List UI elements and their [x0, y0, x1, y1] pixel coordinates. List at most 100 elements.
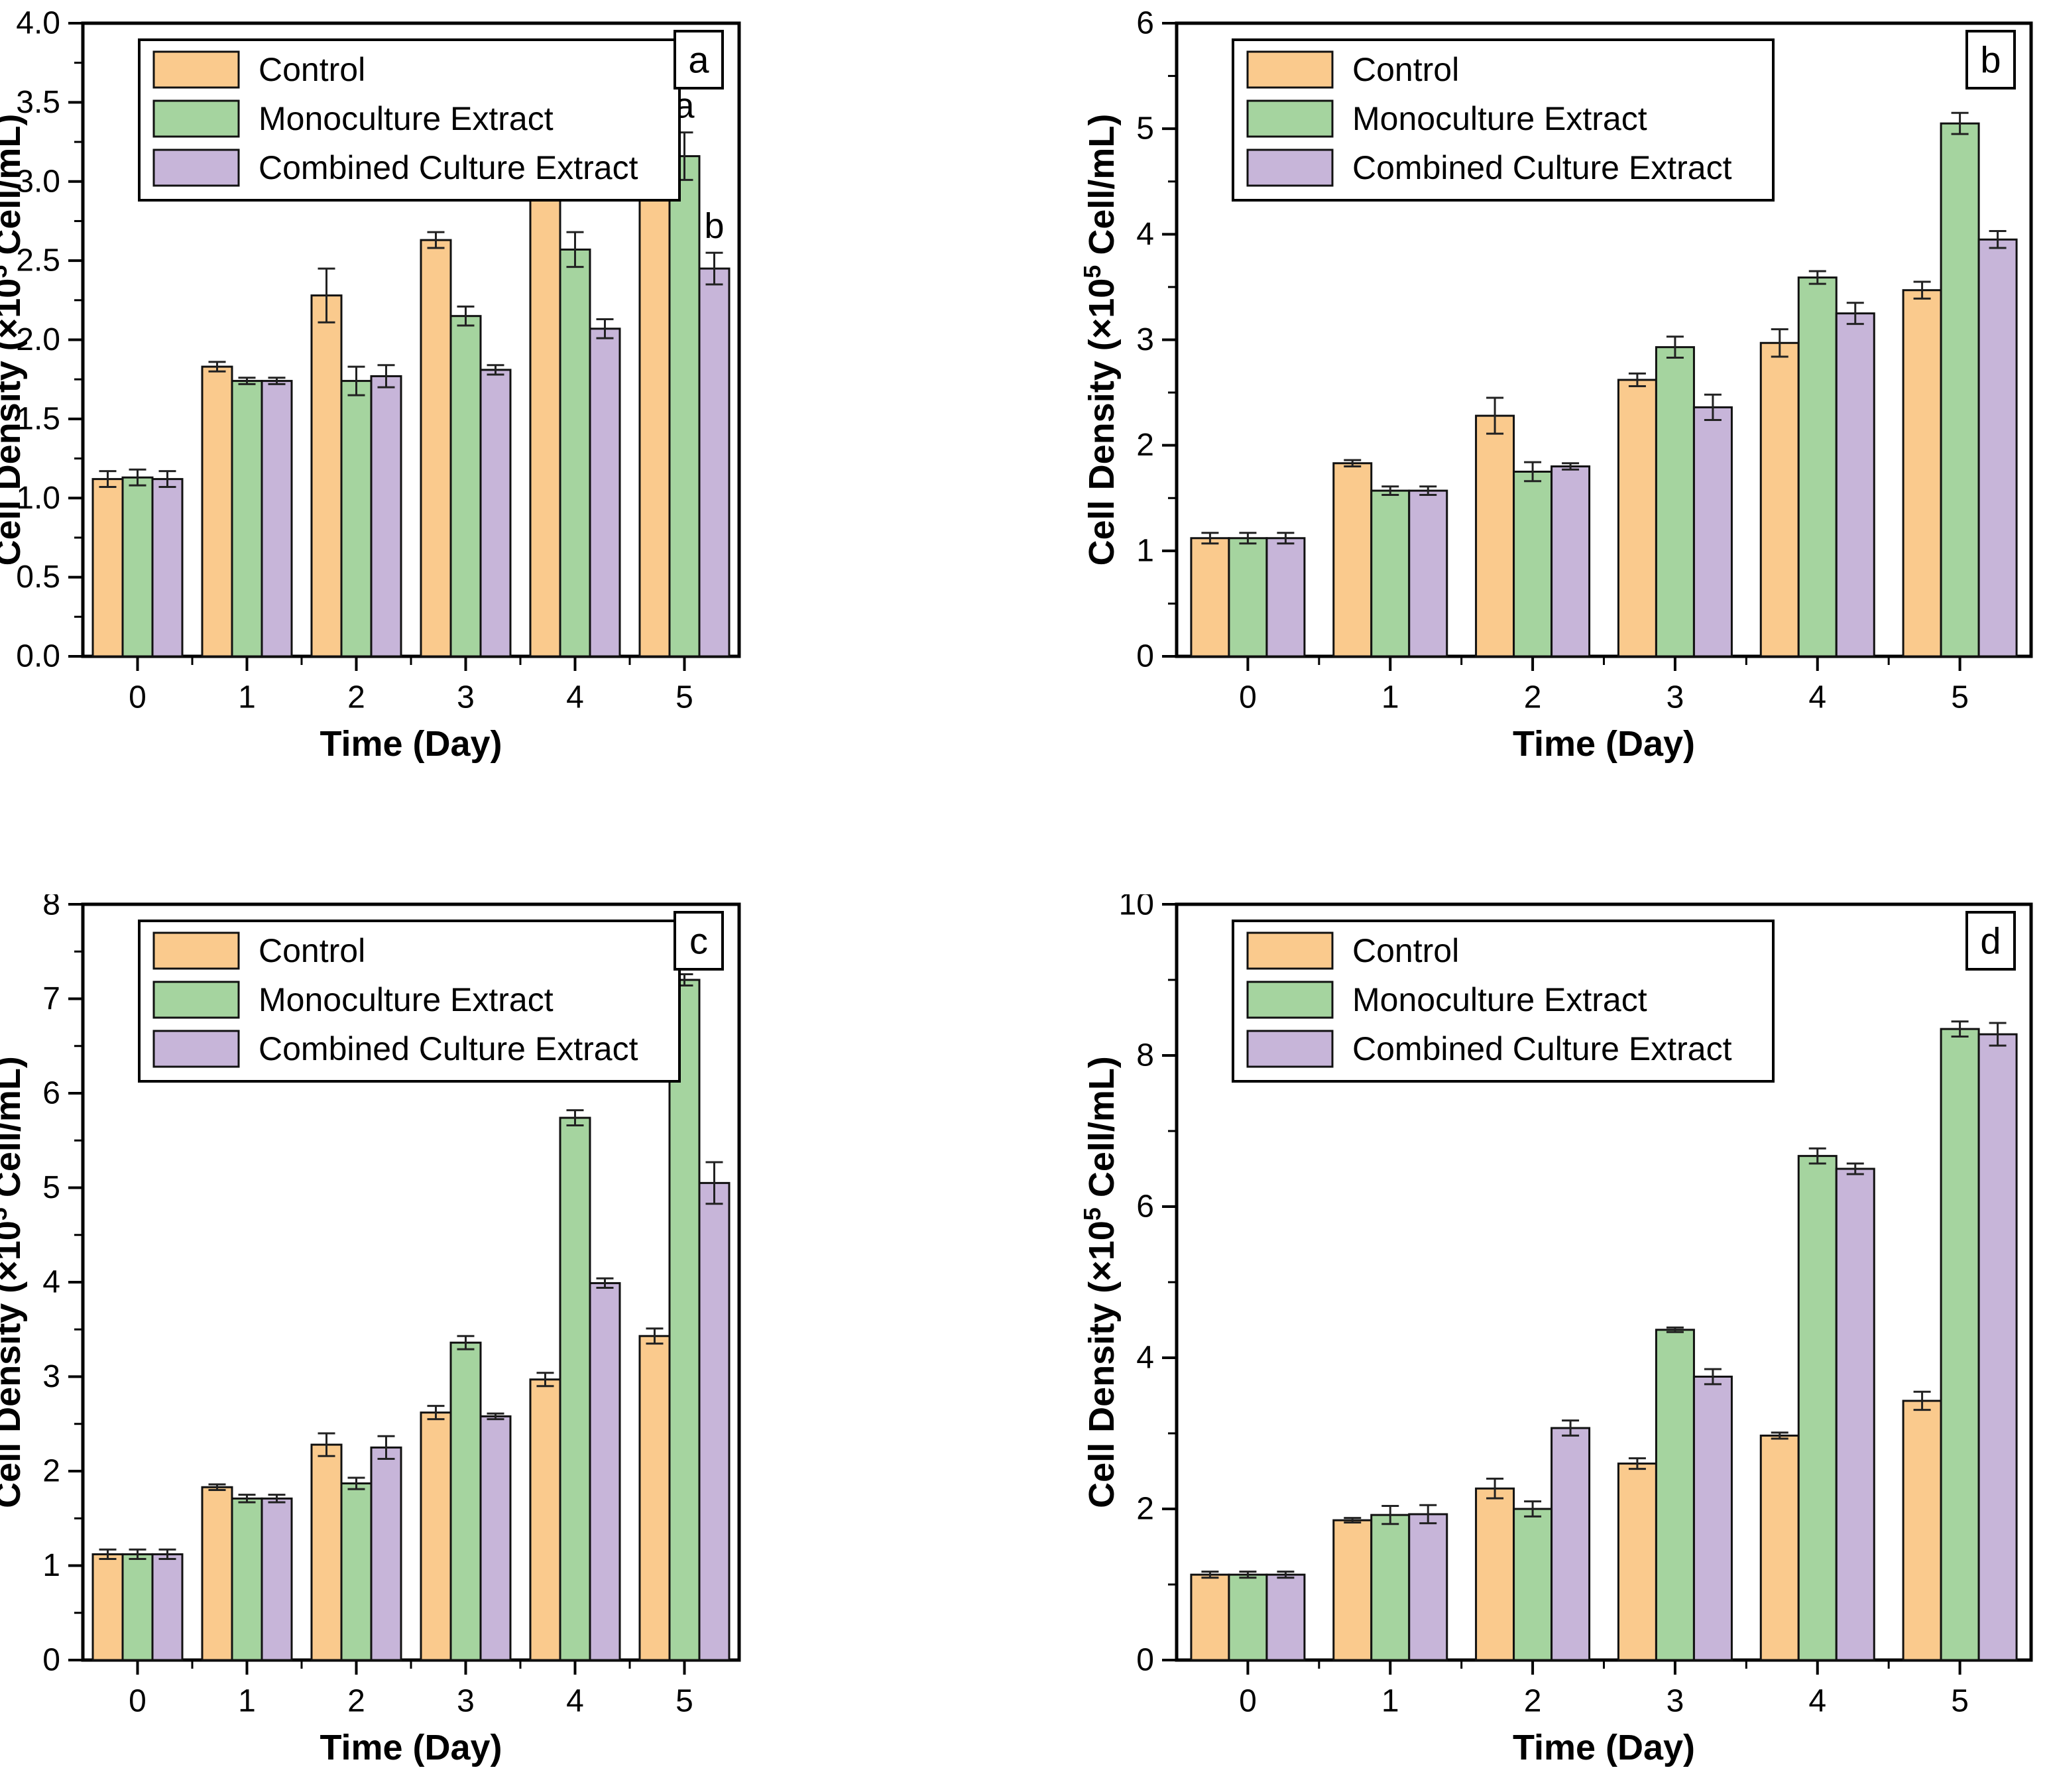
bar [261, 380, 293, 658]
x-tick-label: 4 [1808, 1684, 1826, 1719]
bar [1513, 470, 1553, 658]
legend-swatch [152, 931, 240, 970]
panel-letter: d [1980, 920, 2001, 962]
panel-a: 0.00.51.01.52.02.53.03.54.0012345aabCont… [0, 0, 1024, 894]
y-tick-label: 3.0 [16, 164, 60, 199]
y-tick-label: 4 [1136, 1341, 1154, 1376]
bar [1902, 289, 1942, 658]
panel-letter-box [1965, 30, 2016, 90]
panel-b: 0 1 2 3 4 5 6 0 1 2 3 4 5 Control Monoculture Extract C… [1024, 0, 2048, 894]
bar [1190, 537, 1230, 658]
x-tick-label: 3 [1667, 680, 1684, 715]
legend-label: Control [1352, 932, 1459, 969]
legend-label: Monoculture Extract [259, 981, 554, 1018]
y-tick-label: 3 [1136, 322, 1154, 357]
x-tick-label: 0 [1239, 680, 1257, 715]
y-tick-label: 6 [1136, 1189, 1154, 1225]
bar [370, 375, 402, 658]
legend-label: Combined Culture Extract [1352, 149, 1732, 186]
bar [559, 248, 591, 658]
bar [1759, 341, 1800, 658]
bar [340, 380, 373, 658]
bar [91, 1553, 124, 1661]
y-tick-label: 2.5 [16, 243, 60, 278]
x-axis-label: Time (Day) [320, 724, 502, 764]
bar [1617, 379, 1657, 658]
legend-label: Monoculture Extract [1352, 100, 1647, 137]
x-tick-label: 0 [1239, 1684, 1257, 1719]
bar [151, 478, 184, 658]
bar [1370, 489, 1411, 658]
bar [1835, 312, 1875, 658]
bar [121, 476, 154, 658]
y-tick-label: 2.0 [16, 322, 60, 357]
bar [668, 979, 701, 1661]
bar [121, 1553, 154, 1661]
panel-d: 0 2 4 6 8 10 0 1 2 3 4 5 Control Monoculture Extract C… [1024, 887, 2048, 1789]
bar [1228, 537, 1268, 658]
bar [1332, 1519, 1373, 1661]
bar [231, 380, 263, 658]
x-axis-label: Time (Day) [1513, 1728, 1695, 1767]
legend-label: Monoculture Extract [259, 100, 554, 137]
x-tick-label: 3 [457, 1684, 475, 1719]
x-tick-label: 2 [1524, 680, 1542, 715]
y-tick-label: 1 [42, 1548, 60, 1583]
bar [231, 1497, 263, 1661]
y-tick-label: 0 [1136, 639, 1154, 674]
bar [370, 1446, 402, 1661]
x-tick-label: 5 [675, 1684, 693, 1719]
legend-swatch [1246, 1030, 1334, 1068]
chart-panel-c: 0 1 2 3 4 5 6 7 8 0 1 2 3 4 5 Control Monoculture Extrac… [0, 887, 741, 1767]
bar [1408, 489, 1448, 658]
bar [1797, 1155, 1838, 1661]
x-tick-label: 1 [1381, 680, 1399, 715]
bar [589, 1282, 621, 1661]
bar [201, 1486, 233, 1661]
bar [1228, 1573, 1268, 1661]
bar [529, 1378, 561, 1661]
bar [529, 184, 561, 658]
legend-swatch [152, 981, 240, 1019]
bar [151, 1553, 184, 1661]
y-tick-label: 1 [1136, 533, 1154, 568]
x-tick-label: 1 [1381, 1684, 1399, 1719]
bar [1332, 462, 1373, 658]
bar [638, 111, 671, 658]
legend-label: Control [259, 932, 365, 969]
y-axis-label: Cell Density (×105 Cell/mL) [0, 1056, 28, 1508]
bar [1370, 1514, 1411, 1661]
y-tick-label: 4 [42, 1265, 60, 1300]
x-tick-label: 0 [129, 680, 146, 715]
bar [1692, 1376, 1733, 1661]
bar [1940, 122, 1980, 658]
bar [1475, 1487, 1515, 1661]
bar [479, 1415, 512, 1661]
bar [1408, 1513, 1448, 1661]
y-tick-label: 1.0 [16, 481, 60, 516]
y-tick-label: 3 [42, 1359, 60, 1394]
bar [1551, 465, 1591, 658]
legend-swatch [1246, 981, 1334, 1019]
panel-letter-box [1965, 911, 2016, 971]
y-tick-label: 0.0 [16, 639, 60, 674]
y-tick-label: 5 [1136, 111, 1154, 147]
bar [1655, 1329, 1695, 1661]
bar [668, 155, 701, 658]
bar [310, 294, 343, 658]
x-tick-label: 2 [347, 680, 365, 715]
y-tick-label: 6 [42, 1076, 60, 1111]
y-tick-label: 4 [1136, 217, 1154, 252]
y-axis-label: Cell Density (×105 Cell/mL) [1079, 1056, 1122, 1508]
x-tick-label: 4 [566, 680, 584, 715]
panel-letter: b [1980, 39, 2001, 81]
y-tick-label: 1.5 [16, 401, 60, 436]
y-tick-label: 0 [42, 1643, 60, 1678]
y-tick-label: 10 [1119, 894, 1154, 922]
y-tick-label: 8 [1136, 1038, 1154, 1073]
legend-label: Combined Culture Extract [1352, 1030, 1732, 1067]
bar [1977, 1033, 2018, 1661]
bar [1265, 537, 1306, 658]
x-tick-label: 4 [1808, 680, 1826, 715]
bar [1977, 238, 2018, 658]
